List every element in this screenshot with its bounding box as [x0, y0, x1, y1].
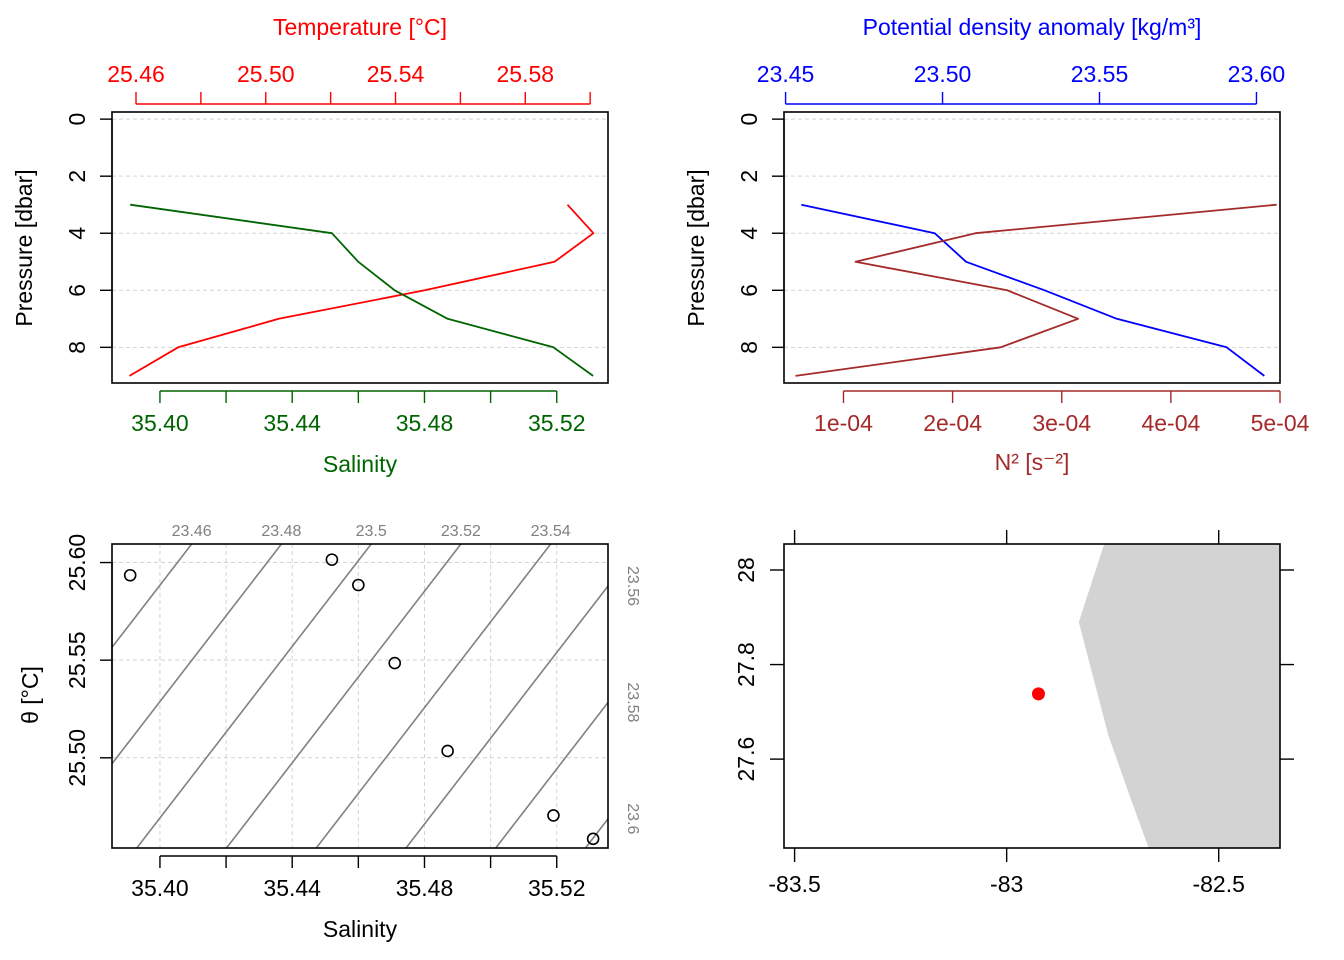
isopycnal-line [315, 544, 552, 848]
station-marker [1031, 687, 1045, 701]
ts-theta-axis-title: θ [°C] [17, 666, 43, 724]
salinity-axis-1-tick-label: 35.52 [528, 410, 586, 436]
density-axis-tick-label: 23.60 [1228, 61, 1286, 87]
pressure-axis-1-tick-label: 2 [64, 170, 90, 183]
pressure-axis-2-tick-label: 0 [736, 113, 762, 126]
pressure-axis-2-tick-label: 4 [736, 227, 762, 240]
isopycnal-line [112, 544, 283, 766]
isopycnal-line [584, 817, 608, 848]
pressure-axis-title-2: Pressure [dbar] [683, 169, 709, 326]
map-plot-frame [783, 543, 1281, 849]
pressure-axis-title-1: Pressure [dbar] [11, 169, 37, 326]
temperature-profile-line [129, 204, 595, 377]
ts-point [123, 568, 137, 582]
salinity-profile-line [130, 203, 594, 377]
density-profile-line [801, 203, 1265, 377]
map-longitude-label: -83 [990, 871, 1023, 897]
isopycnal-line [225, 544, 462, 848]
temperature-axis-tick-label: 25.58 [496, 61, 554, 87]
ts-point [586, 832, 600, 846]
ts-theta-axis-tick-label: 25.60 [64, 534, 90, 592]
isopycnal-label: 23.52 [441, 523, 481, 540]
n2-axis-tick-label: 3e-04 [1032, 410, 1091, 436]
isopycnal-line [494, 701, 608, 848]
isopycnal-label: 23.6 [624, 803, 641, 834]
density-axis-tick-label: 23.50 [914, 61, 972, 87]
temperature-axis-tick-label: 25.50 [237, 61, 295, 87]
density-axis-tick-label: 23.55 [1071, 61, 1129, 87]
isopycnal-label: 23.54 [531, 523, 571, 540]
map-longitude-label: -82.5 [1192, 871, 1244, 897]
isopycnal-label: 23.48 [261, 523, 301, 540]
pressure-axis-2-tick-label: 2 [736, 170, 762, 183]
isopycnal-line [135, 544, 373, 848]
salinity-axis-1-tick-label: 35.48 [396, 410, 454, 436]
isopycnal-label: 23.5 [356, 523, 387, 540]
ts-salinity-axis-title: Salinity [323, 916, 398, 942]
ts-salinity-axis-tick-label: 35.52 [528, 875, 586, 901]
land-polygon [1078, 544, 1280, 848]
isopycnal-label: 23.58 [624, 682, 641, 722]
ts-salinity-axis-tick-label: 35.48 [396, 875, 454, 901]
density-axis-tick-label: 23.45 [757, 61, 815, 87]
n2-axis-tick-label: 2e-04 [923, 410, 982, 436]
salinity-axis-title-1: Salinity [323, 451, 398, 477]
isopycnal-label: 23.46 [172, 523, 212, 540]
ts-theta-axis-tick-label: 25.50 [64, 729, 90, 787]
isopycnal-label: 23.56 [624, 566, 641, 606]
temperature-axis-tick-label: 25.46 [107, 61, 165, 87]
n2-profile-line [795, 203, 1277, 377]
isopycnal-line [404, 584, 608, 848]
n2-axis-title: N² [s⁻²] [995, 449, 1070, 475]
n2-axis-tick-label: 1e-04 [814, 410, 873, 436]
ts-theta-axis-tick-label: 25.55 [64, 631, 90, 689]
n2-axis-tick-label: 5e-04 [1251, 410, 1310, 436]
temperature-axis-title: Temperature [°C] [273, 14, 447, 40]
map-latitude-label: 27.6 [733, 737, 759, 782]
pressure-axis-1-tick-label: 8 [64, 341, 90, 354]
ts-salinity-axis-tick-label: 35.40 [131, 875, 189, 901]
pressure-axis-2-tick-label: 8 [736, 341, 762, 354]
pressure-axis-1-tick-label: 6 [64, 284, 90, 297]
ts-point [388, 656, 402, 670]
ts-point [441, 744, 454, 758]
map-latitude-label: 28 [733, 557, 759, 583]
isopycnal-group [112, 544, 608, 848]
ts-point [352, 578, 365, 592]
pressure-axis-1-tick-label: 4 [64, 227, 90, 240]
pressure-axis-2-tick-label: 6 [736, 284, 762, 297]
salinity-axis-1-tick-label: 35.44 [263, 410, 321, 436]
map-latitude-label: 27.8 [733, 642, 759, 687]
density-axis-title: Potential density anomaly [kg/m³] [863, 14, 1202, 40]
n2-axis-tick-label: 4e-04 [1141, 410, 1200, 436]
ts-salinity-axis-tick-label: 35.44 [263, 875, 321, 901]
ts-point [325, 553, 339, 566]
temperature-axis-tick-label: 25.54 [367, 61, 425, 87]
salinity-axis-1-tick-label: 35.40 [131, 410, 189, 436]
pressure-axis-1-tick-label: 0 [64, 113, 90, 126]
ts-point [547, 809, 560, 822]
map-longitude-label: -83.5 [768, 871, 820, 897]
